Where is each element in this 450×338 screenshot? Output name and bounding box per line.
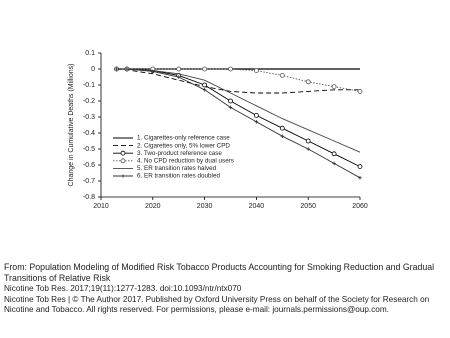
legend-marker — [121, 174, 125, 178]
point — [228, 66, 233, 72]
x-tick-label: 2010 — [93, 203, 109, 210]
point — [305, 79, 311, 85]
y-axis-label: Change in Cumulative Deaths (Millions) — [68, 64, 75, 187]
legend-label: 1. Cigarettes-only reference case — [137, 135, 230, 142]
point — [357, 89, 363, 94]
y-tick-label: -0.7 — [83, 178, 95, 185]
chart: Change in Cumulative Deaths (Millions) 0… — [68, 50, 368, 210]
x-tick-label: 2060 — [352, 203, 368, 210]
legend-label: 2. Cigarettes only, 5% lower CPD — [137, 142, 230, 149]
x-tick-label: 2050 — [300, 203, 316, 210]
point — [202, 66, 208, 72]
point — [305, 138, 311, 144]
legend-label: 4. No CPD reduction by dual users — [137, 157, 234, 164]
caption: From: Population Modeling of Modified Ri… — [4, 262, 446, 316]
caption-copyright: Nicotine Tob Res | © The Author 2017. Pu… — [4, 294, 430, 315]
point — [358, 176, 362, 180]
y-tick-label: -0.5 — [83, 146, 95, 153]
point — [279, 73, 285, 78]
point — [280, 134, 285, 138]
y-tick-label: -0.8 — [83, 194, 95, 201]
legend-marker — [120, 150, 126, 156]
point — [331, 84, 337, 89]
legend-label: 6. ER transition rates doubled — [137, 173, 220, 180]
point — [176, 66, 182, 72]
series-line — [116, 68, 361, 92]
point — [228, 105, 233, 110]
legend-marker — [120, 158, 126, 164]
y-tick-label: -0.2 — [83, 98, 95, 105]
point — [332, 161, 336, 166]
point — [279, 125, 285, 131]
series-line — [116, 68, 361, 153]
point — [357, 164, 363, 170]
point — [331, 151, 337, 157]
legend-label: 3. Two-product reference case — [137, 150, 222, 157]
y-tick-label: 0.1 — [85, 50, 95, 57]
y-tick-label: 0 — [91, 66, 95, 73]
legend-label: 5. ER transition rates halved — [137, 165, 217, 172]
point — [125, 67, 129, 71]
point — [306, 147, 310, 151]
x-tick-label: 2020 — [145, 203, 161, 210]
caption-citation: Nicotine Tob Res. 2017;19(11):1277-1283.… — [4, 284, 242, 293]
point — [202, 88, 207, 92]
caption-title: From: Population Modeling of Modified Ri… — [4, 262, 435, 283]
point — [254, 120, 259, 124]
y-tick-label: -0.6 — [83, 162, 95, 169]
y-tick-label: -0.3 — [83, 114, 95, 121]
x-tick-label: 2040 — [249, 203, 265, 210]
point — [253, 68, 259, 73]
point — [176, 75, 181, 79]
y-tick-label: -0.4 — [83, 130, 95, 137]
x-tick-label: 2030 — [197, 203, 213, 210]
series-line — [116, 68, 360, 94]
point — [151, 69, 155, 74]
point — [114, 67, 119, 71]
point — [202, 82, 208, 88]
y-tick-label: -0.1 — [83, 82, 95, 89]
point — [253, 113, 259, 118]
point — [228, 98, 233, 104]
